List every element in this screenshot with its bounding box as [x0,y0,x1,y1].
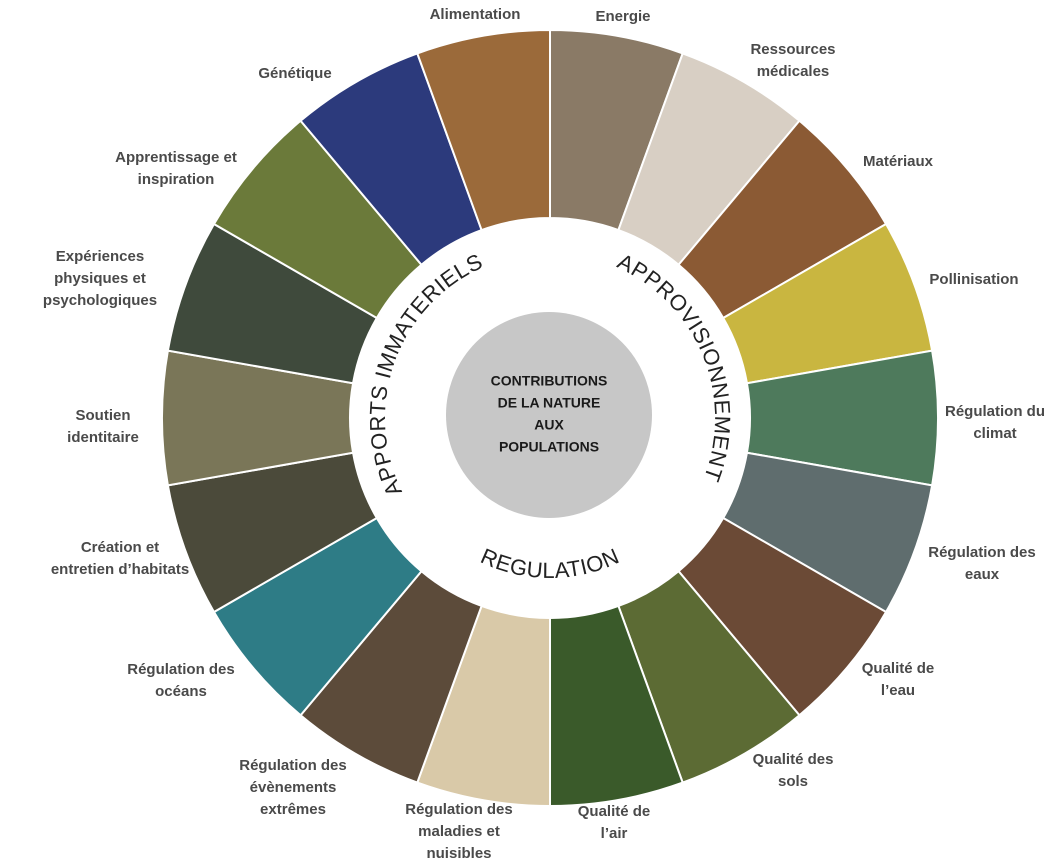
service-line: Qualité des [753,751,834,768]
service-label: Génétique [258,65,331,82]
service-line: médicales [757,63,830,80]
center-circle [446,312,652,518]
service-label: Ressources médicales [750,41,835,80]
service-label: Energie [595,8,650,25]
service-label: Qualité de l’eau [862,660,935,699]
service-line: Régulation des [127,661,235,678]
service-line: entretien d’habitats [51,561,189,578]
center-line: CONTRIBUTIONS [491,373,608,389]
service-line: l’eau [881,682,915,699]
service-line: Energie [595,8,650,25]
service-line: climat [973,425,1016,442]
service-label: Pollinisation [929,271,1018,288]
service-line: psychologiques [43,292,157,309]
service-line: Régulation des [928,544,1036,561]
service-line: eaux [965,566,1000,583]
service-label: Expériences physiques et psychologiques [43,248,157,309]
service-line: l’air [601,825,628,842]
service-line: Pollinisation [929,271,1018,288]
service-line: sols [778,773,808,790]
service-label: Matériaux [863,153,934,170]
service-line: inspiration [138,171,215,188]
service-label: Création et entretien d’habitats [51,539,189,578]
service-line: physiques et [54,270,146,287]
center-line: AUX [534,417,564,433]
service-line: Qualité de [578,803,651,820]
service-line: évènements [250,779,337,796]
service-label: Régulation du climat [945,403,1045,442]
service-line: Régulation des [405,801,513,818]
center-line: POPULATIONS [499,439,599,455]
service-line: Alimentation [430,6,521,23]
service-line: Régulation des [239,757,347,774]
service-line: nuisibles [426,845,491,862]
service-label: Soutien identitaire [67,407,139,446]
service-line: Création et [81,539,159,556]
service-label: Régulation des océans [127,661,235,700]
service-label: Alimentation [430,6,521,23]
service-line: Matériaux [863,153,934,170]
service-line: Qualité de [862,660,935,677]
service-label: Régulation des évènements extrêmes [239,757,347,818]
center-line: DE LA NATURE [498,395,601,411]
service-label: Régulation des eaux [928,544,1036,583]
service-label: Régulation des maladies et nuisibles [405,801,513,862]
service-line: identitaire [67,429,139,446]
service-line: Soutien [76,407,131,424]
service-line: Apprentissage et [115,149,237,166]
service-line: maladies et [418,823,500,840]
service-line: Régulation du [945,403,1045,420]
service-line: océans [155,683,207,700]
service-label: Qualité des sols [753,751,834,790]
service-line: extrêmes [260,801,326,818]
service-line: Ressources [750,41,835,58]
service-line: Expériences [56,248,144,265]
service-label: Apprentissage et inspiration [115,149,237,188]
diagram: APPORTS IMMATERIELS APPROVISIONNEMENT RE… [0,0,1064,866]
service-line: Génétique [258,65,331,82]
service-label: Qualité de l’air [578,803,651,842]
